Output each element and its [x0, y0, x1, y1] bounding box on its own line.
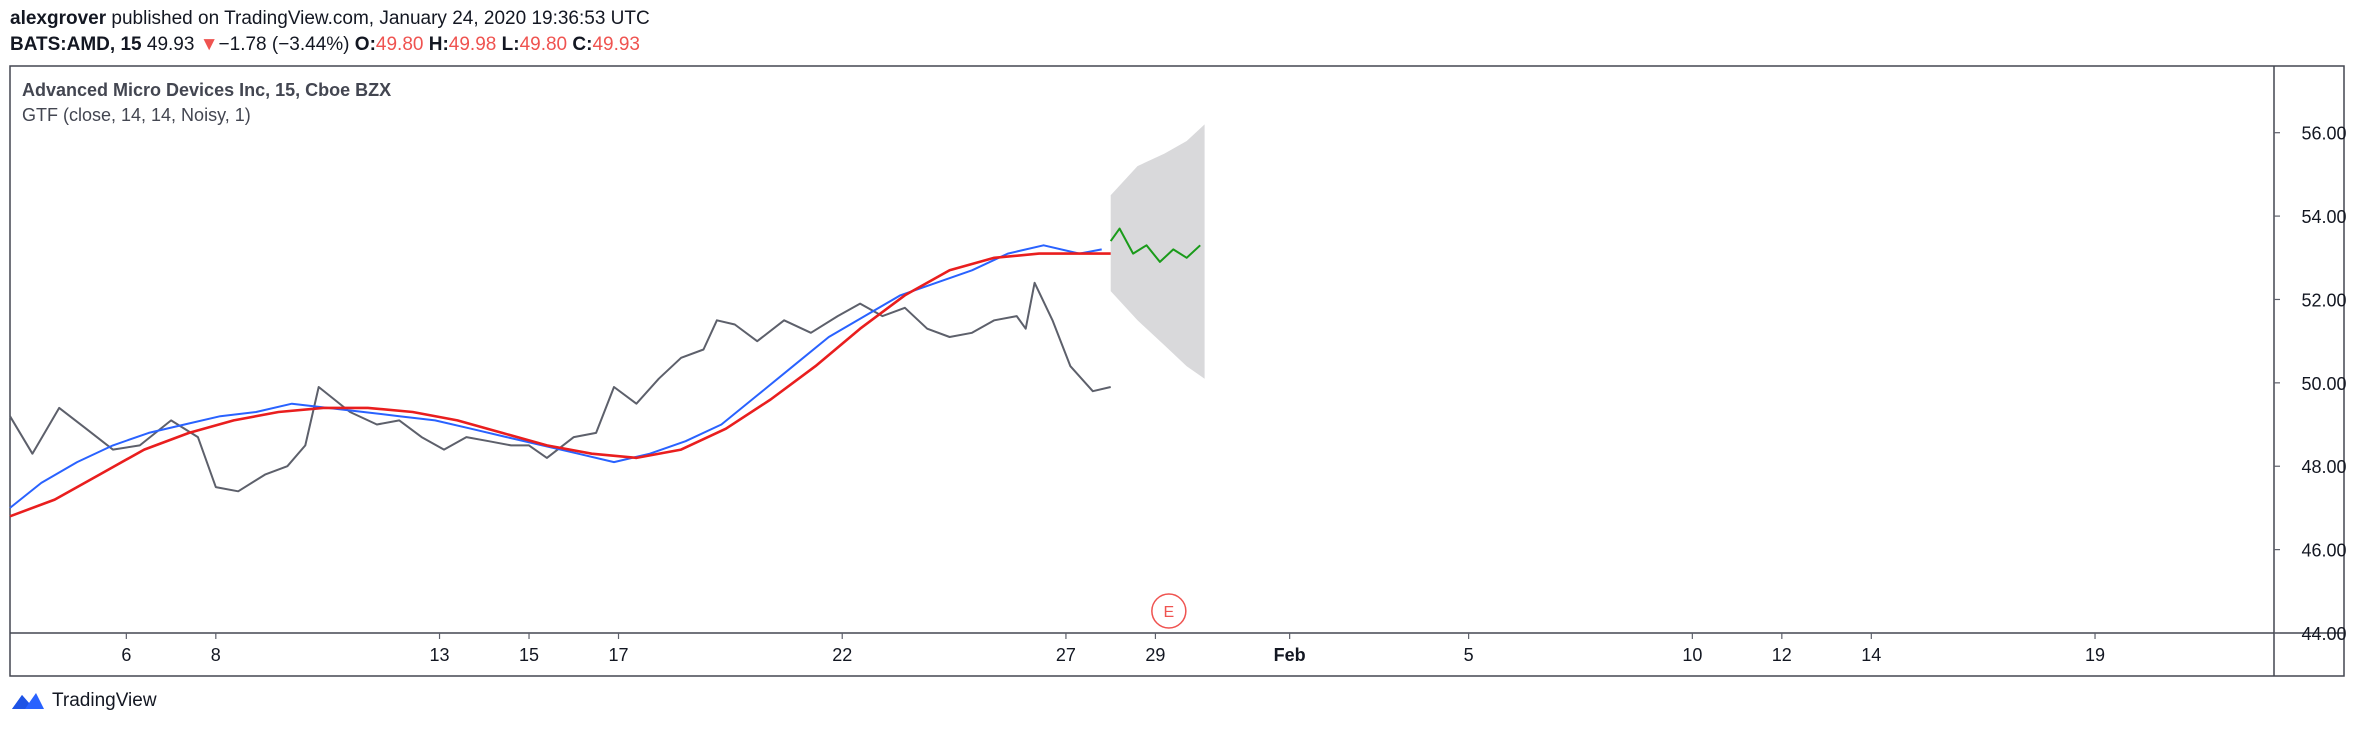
price-tick-label: 46.00 — [2301, 541, 2346, 561]
chart-header: alexgrover published on TradingView.com,… — [10, 6, 650, 58]
time-tick-label: 10 — [1682, 645, 1702, 665]
time-tick-label: 13 — [430, 645, 450, 665]
forecast-series-line[interactable] — [1109, 227, 1201, 263]
time-tick-label: 14 — [1861, 645, 1881, 665]
footer-brand-label: TradingView — [52, 690, 157, 711]
price-tick-label: 56.00 — [2301, 124, 2346, 144]
earnings-marker-icon[interactable] — [1151, 593, 1187, 629]
high-value: 49.98 — [448, 34, 497, 55]
ohlc-line: BATS:AMD, 15 49.93 ▼−1.78 (−3.44%) O:49.… — [10, 32, 650, 58]
publish-line: alexgrover published on TradingView.com,… — [10, 6, 650, 32]
price-tick-label: 48.00 — [2301, 457, 2346, 477]
fast-series-line[interactable] — [9, 244, 1102, 509]
tradingview-logo-icon — [12, 693, 44, 709]
forecast-band — [1110, 124, 1205, 379]
author-name[interactable]: alexgrover — [10, 8, 107, 29]
close-value: 49.93 — [592, 34, 640, 55]
earnings-layer: E — [1151, 593, 1187, 629]
time-tick-label: 8 — [211, 645, 221, 665]
published-text: published on TradingView.com, January 24… — [111, 8, 650, 29]
series-layer — [9, 227, 1201, 518]
slow-series-line[interactable] — [9, 252, 1111, 518]
high-label: H: — [428, 34, 449, 55]
symbol-label: BATS:AMD, 15 — [10, 34, 142, 55]
price-axis[interactable]: 56.00 54.00 52.00 50.00 48.00 46.00 44.00 — [2274, 124, 2347, 644]
time-tick-label: 22 — [832, 645, 852, 665]
time-tick-label: Feb — [1274, 645, 1306, 665]
forecast-band-layer — [1110, 124, 1205, 379]
time-tick-label: 17 — [608, 645, 628, 665]
earnings-marker-label: E — [1164, 604, 1175, 621]
price-tick-label: 44.00 — [2301, 624, 2346, 644]
time-tick-label: 19 — [2085, 645, 2105, 665]
low-label: L: — [501, 34, 520, 55]
open-label: O: — [354, 34, 376, 55]
chart-legend: Advanced Micro Devices Inc, 15, Cboe BZX… — [22, 78, 391, 128]
legend-symbol-title: Advanced Micro Devices Inc, 15, Cboe BZX — [22, 80, 392, 100]
close-label: C: — [572, 34, 593, 55]
price-change: −1.78 (−3.44%) — [218, 34, 350, 55]
time-tick-label: 27 — [1056, 645, 1076, 665]
footer-branding[interactable]: TradingView — [10, 689, 157, 713]
time-tick-label: 12 — [1772, 645, 1792, 665]
legend-indicator[interactable]: GTF (close, 14, 14, Noisy, 1) — [22, 105, 251, 125]
down-arrow-icon: ▼ — [199, 34, 219, 55]
price-series-line[interactable] — [9, 281, 1111, 493]
time-tick-label: 29 — [1145, 645, 1165, 665]
time-tick-label: 5 — [1464, 645, 1474, 665]
open-value: 49.80 — [375, 34, 424, 55]
low-value: 49.80 — [519, 34, 568, 55]
price-tick-label: 52.00 — [2301, 290, 2346, 310]
time-axis[interactable]: 6 8 13 15 17 22 27 29 Feb 5 10 12 14 19 — [121, 633, 2105, 665]
time-tick-label: 6 — [121, 645, 131, 665]
price-tick-label: 50.00 — [2301, 374, 2346, 394]
price-tick-label: 54.00 — [2301, 207, 2346, 227]
time-tick-label: 15 — [519, 645, 539, 665]
last-price: 49.93 — [146, 34, 195, 55]
